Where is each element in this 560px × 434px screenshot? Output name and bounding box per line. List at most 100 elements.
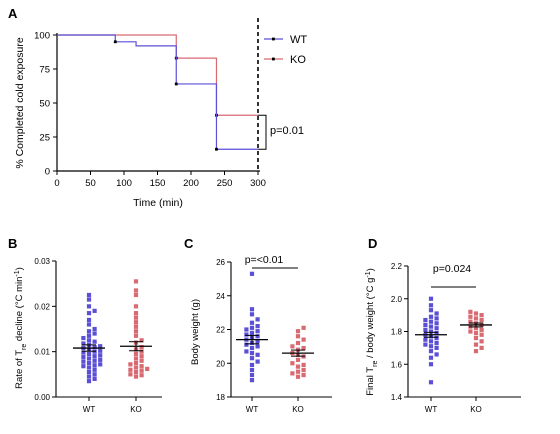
legend-marker-ko bbox=[272, 57, 275, 61]
data-point-ko bbox=[133, 311, 139, 316]
data-point-wt bbox=[86, 329, 92, 334]
panel-c-p-value: p=<0.01 bbox=[245, 254, 284, 266]
data-point-wt bbox=[92, 367, 97, 372]
data-point-wt bbox=[434, 331, 439, 336]
data-point-wt bbox=[249, 372, 255, 378]
data-point-wt bbox=[255, 344, 260, 349]
data-point-ko bbox=[290, 371, 295, 376]
panel-a-x-tick-label: 250 bbox=[217, 178, 233, 189]
data-point-ko bbox=[295, 357, 301, 362]
data-point-wt bbox=[428, 362, 434, 367]
panel-c-y-tick-label: 26 bbox=[216, 258, 225, 267]
data-point-ko bbox=[301, 325, 306, 330]
panel-a-x-tick-label: 300 bbox=[250, 178, 266, 189]
data-point-ko bbox=[295, 369, 301, 374]
data-point-ko bbox=[295, 364, 301, 369]
panel-a-y-tick-label: 25 bbox=[39, 133, 50, 144]
panel-d-scatter: 1.4 1.6 1.8 2.0 2.2 WT KO bbox=[391, 262, 521, 414]
panel-a-x-tick-label: 100 bbox=[116, 178, 132, 189]
data-point-ko bbox=[479, 339, 484, 344]
panel-a-y-tick-label: 75 bbox=[39, 65, 50, 76]
panel-b-y-tick-label: 0.03 bbox=[34, 257, 50, 266]
data-point-wt bbox=[428, 303, 434, 308]
data-point-wt bbox=[92, 354, 97, 359]
data-point-wt bbox=[86, 360, 92, 366]
data-point-ko bbox=[133, 315, 139, 320]
panel-d-y-tick-label: 2.2 bbox=[391, 262, 403, 271]
panel-a-survival-chart: 0 50 100 150 200 250 300 0 25 50 75 100 bbox=[34, 18, 283, 189]
panel-a-x-tick-label: 0 bbox=[54, 178, 59, 189]
data-point-wt bbox=[86, 292, 92, 298]
data-point-wt bbox=[255, 329, 260, 334]
data-point-ko bbox=[133, 329, 139, 334]
data-point-wt bbox=[86, 297, 92, 302]
data-point-wt bbox=[428, 296, 434, 301]
data-point-ko bbox=[468, 309, 473, 314]
panel-a-p-value: p=0.01 bbox=[270, 125, 304, 137]
series-line-wt bbox=[57, 34, 258, 150]
data-point-ko bbox=[301, 367, 306, 373]
censor-mark-wt bbox=[215, 147, 218, 151]
data-point-ko bbox=[139, 338, 144, 343]
data-point-ko bbox=[139, 349, 144, 354]
data-point-ko bbox=[133, 356, 139, 361]
data-point-ko bbox=[133, 304, 139, 309]
data-point-wt bbox=[86, 333, 92, 338]
data-point-wt bbox=[428, 329, 434, 334]
data-point-ko bbox=[301, 372, 306, 378]
data-point-ko bbox=[139, 358, 144, 363]
data-point-wt bbox=[81, 359, 86, 364]
panel-a-x-tick-label: 200 bbox=[183, 178, 199, 189]
data-point-wt bbox=[92, 372, 97, 377]
data-point-ko bbox=[295, 374, 301, 379]
category-label-wt: WT bbox=[425, 405, 438, 414]
data-point-wt bbox=[98, 344, 103, 349]
data-point-wt bbox=[434, 316, 439, 321]
data-point-ko bbox=[128, 372, 133, 377]
data-point-wt bbox=[86, 356, 92, 361]
data-point-wt bbox=[249, 378, 255, 383]
data-point-wt bbox=[249, 367, 255, 373]
data-point-wt bbox=[428, 380, 434, 385]
data-point-wt bbox=[86, 311, 92, 316]
data-point-wt bbox=[86, 365, 92, 370]
data-point-wt bbox=[255, 334, 260, 339]
panel-d-p-value: p=0.024 bbox=[433, 263, 471, 275]
data-point-wt bbox=[81, 355, 86, 360]
data-point-wt bbox=[249, 356, 255, 361]
data-point-wt bbox=[434, 311, 439, 316]
data-point-wt bbox=[423, 317, 428, 323]
data-point-wt bbox=[98, 357, 103, 362]
data-point-ko bbox=[295, 334, 301, 339]
data-point-ko bbox=[479, 345, 484, 350]
panel-a-ylabel: % Completed cold exposure bbox=[14, 37, 26, 168]
data-point-ko bbox=[479, 327, 484, 332]
panel-c-y-tick-label: 18 bbox=[216, 393, 225, 402]
data-point-wt bbox=[244, 342, 249, 347]
data-point-wt bbox=[434, 321, 439, 326]
data-point-wt bbox=[428, 344, 434, 349]
panel-c-y-tick-label: 22 bbox=[216, 326, 225, 335]
panel-d-y-tick-label: 1.4 bbox=[391, 393, 403, 402]
panel-d-y-tick-label: 2.0 bbox=[391, 295, 403, 304]
panel-c-y-tick-label: 20 bbox=[216, 359, 225, 368]
panel-a-y-tick-label: 50 bbox=[39, 99, 50, 110]
data-point-ko bbox=[133, 320, 139, 325]
data-point-ko bbox=[133, 360, 139, 366]
data-point-wt bbox=[249, 271, 255, 276]
data-point-ko bbox=[133, 365, 139, 370]
panel-d-y-tick-label: 1.8 bbox=[391, 328, 403, 337]
data-point-wt bbox=[434, 345, 439, 350]
data-point-wt bbox=[249, 351, 255, 356]
data-point-ko bbox=[301, 362, 306, 368]
data-point-wt bbox=[428, 314, 434, 319]
data-point-ko bbox=[133, 333, 139, 338]
data-point-wt bbox=[428, 308, 434, 313]
data-point-wt bbox=[255, 339, 260, 344]
panel-a-x-tick-label: 50 bbox=[85, 178, 96, 189]
data-point-ko bbox=[473, 331, 479, 336]
category-label-wt: WT bbox=[83, 405, 96, 414]
panel-a-bracket bbox=[258, 114, 267, 150]
category-label-ko: KO bbox=[130, 405, 142, 414]
panel-d-ylabel: Final Tre / body weight (°C g-1) bbox=[365, 268, 379, 396]
